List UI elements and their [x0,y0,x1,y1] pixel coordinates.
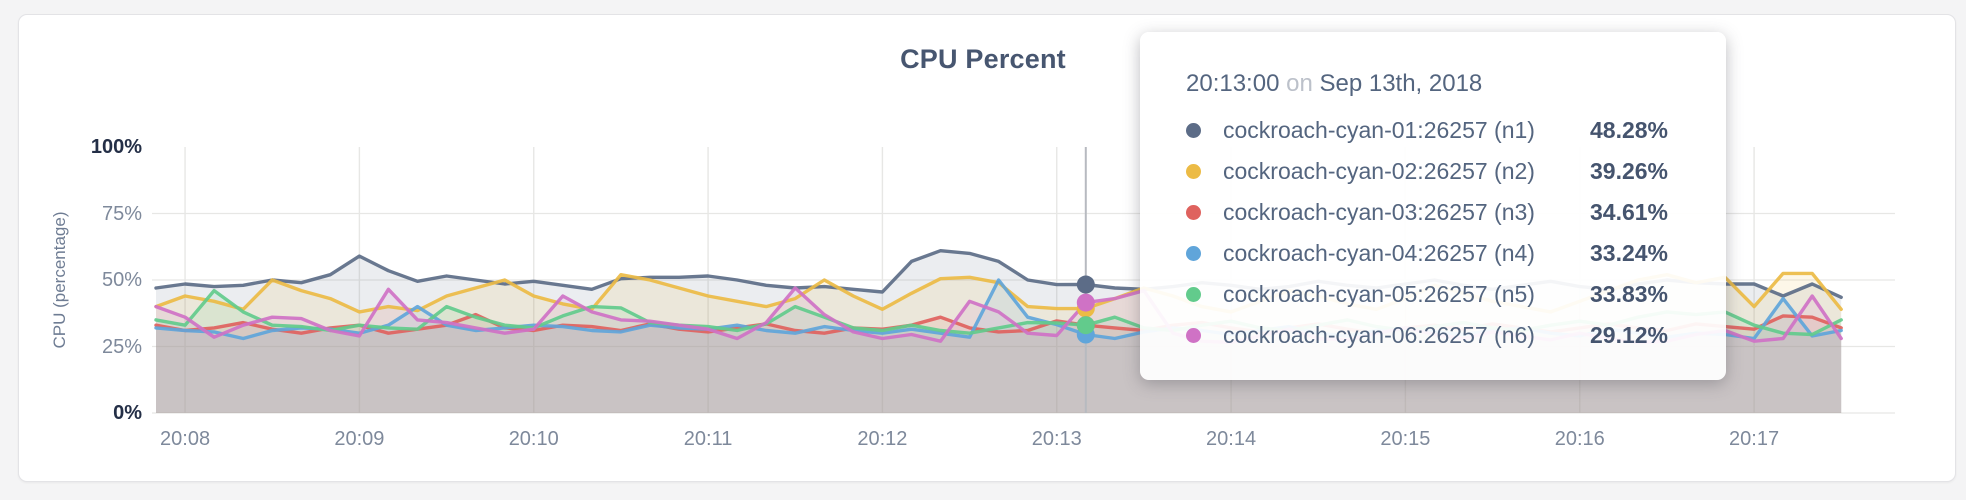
tooltip-legend-row: cockroach-cyan-04:26257 (n4) 33.24% [1186,233,1668,274]
tooltip-legend-row: cockroach-cyan-03:26257 (n3) 34.61% [1186,192,1668,233]
x-tick-label: 20:16 [1554,428,1605,450]
tooltip-legend-row: cockroach-cyan-06:26257 (n6) 29.12% [1186,315,1668,356]
legend-node-name: cockroach-cyan-03:26257 (n3) [1223,199,1535,225]
chart-title: CPU Percent [900,44,1066,74]
tooltip-time: 20:13:00 [1186,70,1280,97]
legend-node-name: cockroach-cyan-01:26257 (n1) [1223,117,1535,143]
legend-dot-icon [1186,246,1201,261]
x-tick-label: 20:09 [334,428,385,450]
tooltip-timestamp: 20:13:00 on Sep 13th, 2018 [1186,70,1668,98]
tooltip-legend-row: cockroach-cyan-02:26257 (n2) 39.26% [1186,151,1668,192]
x-tick-label: 20:11 [683,428,733,450]
legend-node-name: cockroach-cyan-05:26257 (n5) [1223,281,1535,307]
x-tick-label: 20:10 [508,428,559,450]
y-tick-label: 100% [90,136,142,158]
x-tick-label: 20:15 [1380,428,1431,450]
legend-dot-icon [1186,205,1201,220]
legend-node-value: 33.83% [1589,281,1668,307]
legend-dot-icon [1186,123,1201,138]
legend-node-name: cockroach-cyan-04:26257 (n4) [1223,240,1535,266]
legend-node-value: 34.61% [1589,199,1668,225]
x-tick-label: 20:14 [1206,428,1257,450]
tooltip-rows: cockroach-cyan-01:26257 (n1) 48.28% cockro… [1186,110,1668,356]
y-tick-label: 0% [113,402,142,424]
y-tick-label: 25% [101,335,142,358]
x-tick-label: 20:12 [857,428,908,450]
x-tick-label: 20:08 [160,428,211,450]
tooltip-legend-row: cockroach-cyan-01:26257 (n1) 48.28% [1186,110,1668,151]
y-tick-label: 50% [101,269,142,291]
legend-dot-icon [1186,164,1201,179]
tooltip-date: Sep 13th, 2018 [1319,70,1483,97]
y-tick-label: 75% [101,202,142,225]
legend-node-value: 33.24% [1589,240,1668,266]
legend-node-value: 48.28% [1589,117,1668,143]
hover-tooltip: 20:13:00 on Sep 13th, 2018 cockroach-cya… [1140,32,1726,380]
x-tick-label: 20:13 [1031,428,1082,450]
legend-dot-icon [1186,287,1201,302]
legend-node-name: cockroach-cyan-02:26257 (n2) [1223,158,1535,184]
legend-node-value: 29.12% [1589,322,1668,348]
tooltip-legend-row: cockroach-cyan-05:26257 (n5) 33.83% [1186,274,1668,315]
legend-node-name: cockroach-cyan-06:26257 (n6) [1223,322,1535,348]
legend-node-value: 39.26% [1589,158,1668,184]
tooltip-connector: on [1286,70,1313,97]
legend-dot-icon [1186,328,1201,343]
x-tick-label: 20:17 [1729,428,1780,450]
